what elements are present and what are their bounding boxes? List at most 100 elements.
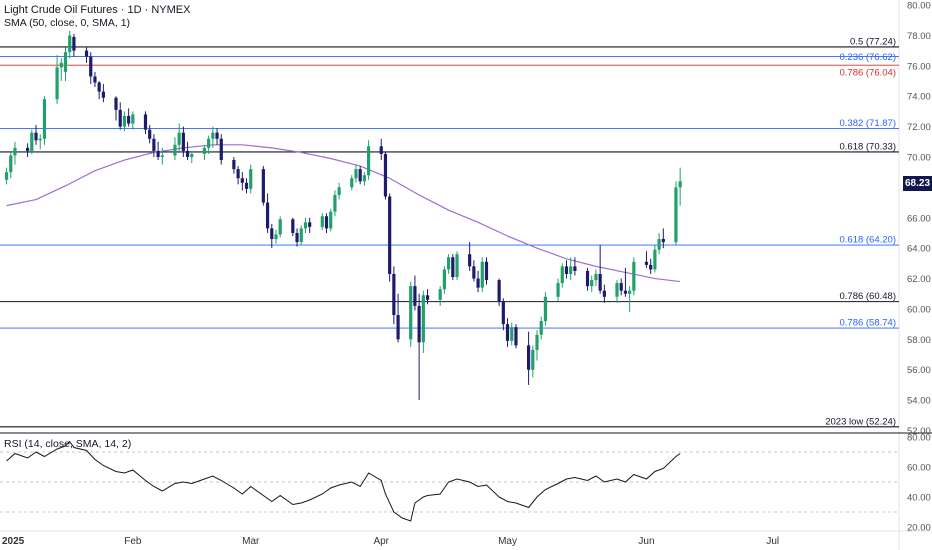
candle-body	[122, 115, 127, 127]
candle-body	[160, 155, 164, 157]
candle-body	[649, 264, 653, 270]
candle-body	[438, 289, 442, 300]
time-tick-label: May	[498, 536, 517, 547]
candle-body	[97, 82, 101, 92]
time-tick-label: Jun	[638, 536, 654, 547]
candle-body	[320, 216, 324, 227]
time-tick-label: Mar	[242, 536, 260, 547]
candle-body	[84, 50, 89, 57]
candle-body	[569, 266, 573, 274]
candle-body	[9, 155, 13, 173]
candle-body	[632, 261, 636, 291]
candle-body	[55, 67, 59, 100]
candle-body	[451, 257, 455, 278]
rsi-tick-label: 20.00	[907, 523, 931, 534]
price-tick-label: 56.00	[907, 365, 931, 376]
candle-body	[505, 324, 510, 341]
candle-body	[244, 182, 249, 189]
level-label: 0.786 (76.04)	[839, 68, 896, 79]
candle-body	[118, 109, 122, 127]
candle-body	[388, 196, 392, 274]
candle-body	[114, 97, 118, 110]
candle-body	[644, 261, 649, 265]
price-tick-label: 66.00	[907, 213, 931, 224]
candle-body	[362, 175, 366, 182]
candle-body	[152, 138, 156, 151]
candle-body	[131, 114, 135, 124]
price-tick-label: 52.00	[907, 426, 931, 437]
candles-group	[4, 30, 682, 401]
rsi-line	[6, 440, 681, 522]
candle-body	[190, 153, 194, 157]
candle-body	[291, 219, 295, 233]
candle-body	[143, 114, 148, 130]
candle-body	[539, 321, 543, 335]
candle-body	[619, 283, 623, 291]
price-tick-label: 64.00	[907, 244, 931, 255]
level-label: 0.618 (70.33)	[839, 141, 896, 152]
time-tick-label: 2025	[2, 536, 25, 547]
price-tick-label: 60.00	[907, 304, 931, 315]
candle-body	[442, 269, 446, 290]
candle-body	[480, 261, 484, 288]
candle-body	[535, 334, 539, 350]
candle-body	[337, 187, 341, 195]
candle-body	[472, 266, 476, 279]
candle-body	[585, 270, 590, 287]
level-label: 0.236 (76.62)	[839, 52, 896, 63]
candle-body	[93, 76, 97, 83]
candle-body	[265, 202, 270, 229]
price-tick-label: 76.00	[907, 61, 931, 72]
level-label: 0.786 (60.48)	[839, 291, 896, 302]
chart-title: Light Crude Oil Futures · 1D · NYMEX	[4, 4, 191, 16]
candle-body	[308, 222, 312, 227]
candle-body	[249, 169, 253, 189]
candle-body	[628, 290, 632, 294]
level-label: 0.618 (64.20)	[839, 235, 896, 246]
candle-body	[354, 169, 358, 179]
candle-body	[602, 290, 606, 297]
level-label: 2023 low (52.24)	[825, 416, 896, 427]
candle-body	[623, 290, 628, 294]
candle-body	[270, 228, 274, 240]
candle-body	[207, 138, 211, 148]
candle-body	[678, 181, 682, 188]
candle-body	[392, 273, 396, 316]
candle-body	[674, 187, 678, 243]
candle-body	[202, 147, 207, 154]
candle-body	[26, 147, 30, 151]
rsi-tick-label: 80.00	[907, 433, 931, 444]
candle-body	[177, 132, 181, 145]
candle-body	[329, 211, 333, 229]
candle-body	[383, 153, 388, 197]
candle-body	[590, 280, 594, 287]
rsi-legend: RSI (14, close, SMA, 14, 2)	[4, 438, 132, 450]
candle-body	[42, 99, 47, 139]
candle-body	[543, 296, 548, 322]
candle-body	[455, 254, 459, 278]
candle-body	[30, 132, 34, 151]
candle-body	[468, 254, 472, 267]
candle-body	[484, 261, 489, 281]
candle-body	[38, 138, 42, 141]
time-tick-label: Feb	[124, 536, 142, 547]
chart-legend: Light Crude Oil Futures · 1D · NYMEX SMA…	[4, 4, 190, 30]
price-tick-label: 74.00	[907, 92, 931, 103]
candle-body	[4, 172, 9, 180]
price-tick-label: 72.00	[907, 122, 931, 133]
candle-body	[560, 266, 564, 284]
candle-body	[236, 169, 240, 179]
price-tick-label: 58.00	[907, 335, 931, 346]
candle-body	[476, 278, 480, 288]
candle-body	[531, 349, 535, 370]
sma-line	[6, 144, 681, 283]
candle-body	[421, 295, 425, 343]
candle-body	[358, 169, 362, 182]
candle-body	[396, 315, 400, 340]
candle-body	[261, 169, 265, 203]
candle-body	[303, 222, 308, 229]
candle-body	[127, 115, 131, 124]
candle-body	[501, 301, 505, 325]
candle-body	[215, 132, 219, 139]
